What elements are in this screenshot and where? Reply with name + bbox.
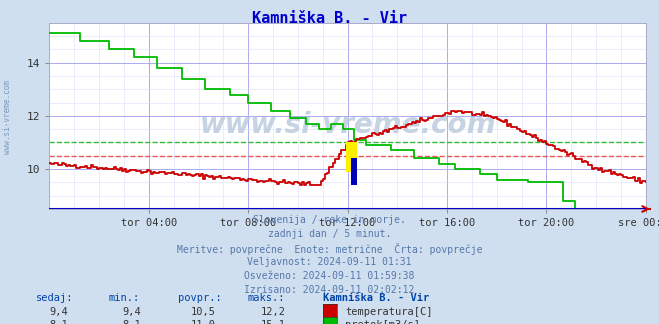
Text: Veljavnost: 2024-09-11 01:31: Veljavnost: 2024-09-11 01:31	[247, 257, 412, 267]
Text: Izrisano: 2024-09-11 02:02:12: Izrisano: 2024-09-11 02:02:12	[244, 285, 415, 295]
Text: www.si-vreme.com: www.si-vreme.com	[200, 111, 496, 139]
Text: maks.:: maks.:	[247, 293, 285, 303]
Bar	[346, 143, 357, 172]
Text: temperatura[C]: temperatura[C]	[345, 307, 433, 317]
Text: pretok[m3/s]: pretok[m3/s]	[345, 320, 420, 324]
Text: 11,0: 11,0	[191, 320, 216, 324]
Text: 9,4: 9,4	[49, 307, 68, 317]
Text: 9,4: 9,4	[122, 307, 140, 317]
Text: zadnji dan / 5 minut.: zadnji dan / 5 minut.	[268, 229, 391, 239]
Text: sedaj:: sedaj:	[36, 293, 74, 303]
Text: Kamniška B. - Vir: Kamniška B. - Vir	[252, 11, 407, 26]
Text: Kamniška B. - Vir: Kamniška B. - Vir	[323, 293, 429, 303]
Text: povpr.:: povpr.:	[178, 293, 221, 303]
Text: 15,1: 15,1	[260, 320, 285, 324]
Text: min.:: min.:	[109, 293, 140, 303]
Text: Meritve: povprečne  Enote: metrične  Črta: povprečje: Meritve: povprečne Enote: metrične Črta:…	[177, 243, 482, 255]
Text: 10,5: 10,5	[191, 307, 216, 317]
Text: Slovenija / reke in morje.: Slovenija / reke in morje.	[253, 215, 406, 226]
Text: 12,2: 12,2	[260, 307, 285, 317]
Text: 8,1: 8,1	[122, 320, 140, 324]
Text: www.si-vreme.com: www.si-vreme.com	[3, 80, 13, 154]
Text: Osveženo: 2024-09-11 01:59:38: Osveženo: 2024-09-11 01:59:38	[244, 271, 415, 281]
Bar	[351, 158, 357, 185]
Text: 8,1: 8,1	[49, 320, 68, 324]
